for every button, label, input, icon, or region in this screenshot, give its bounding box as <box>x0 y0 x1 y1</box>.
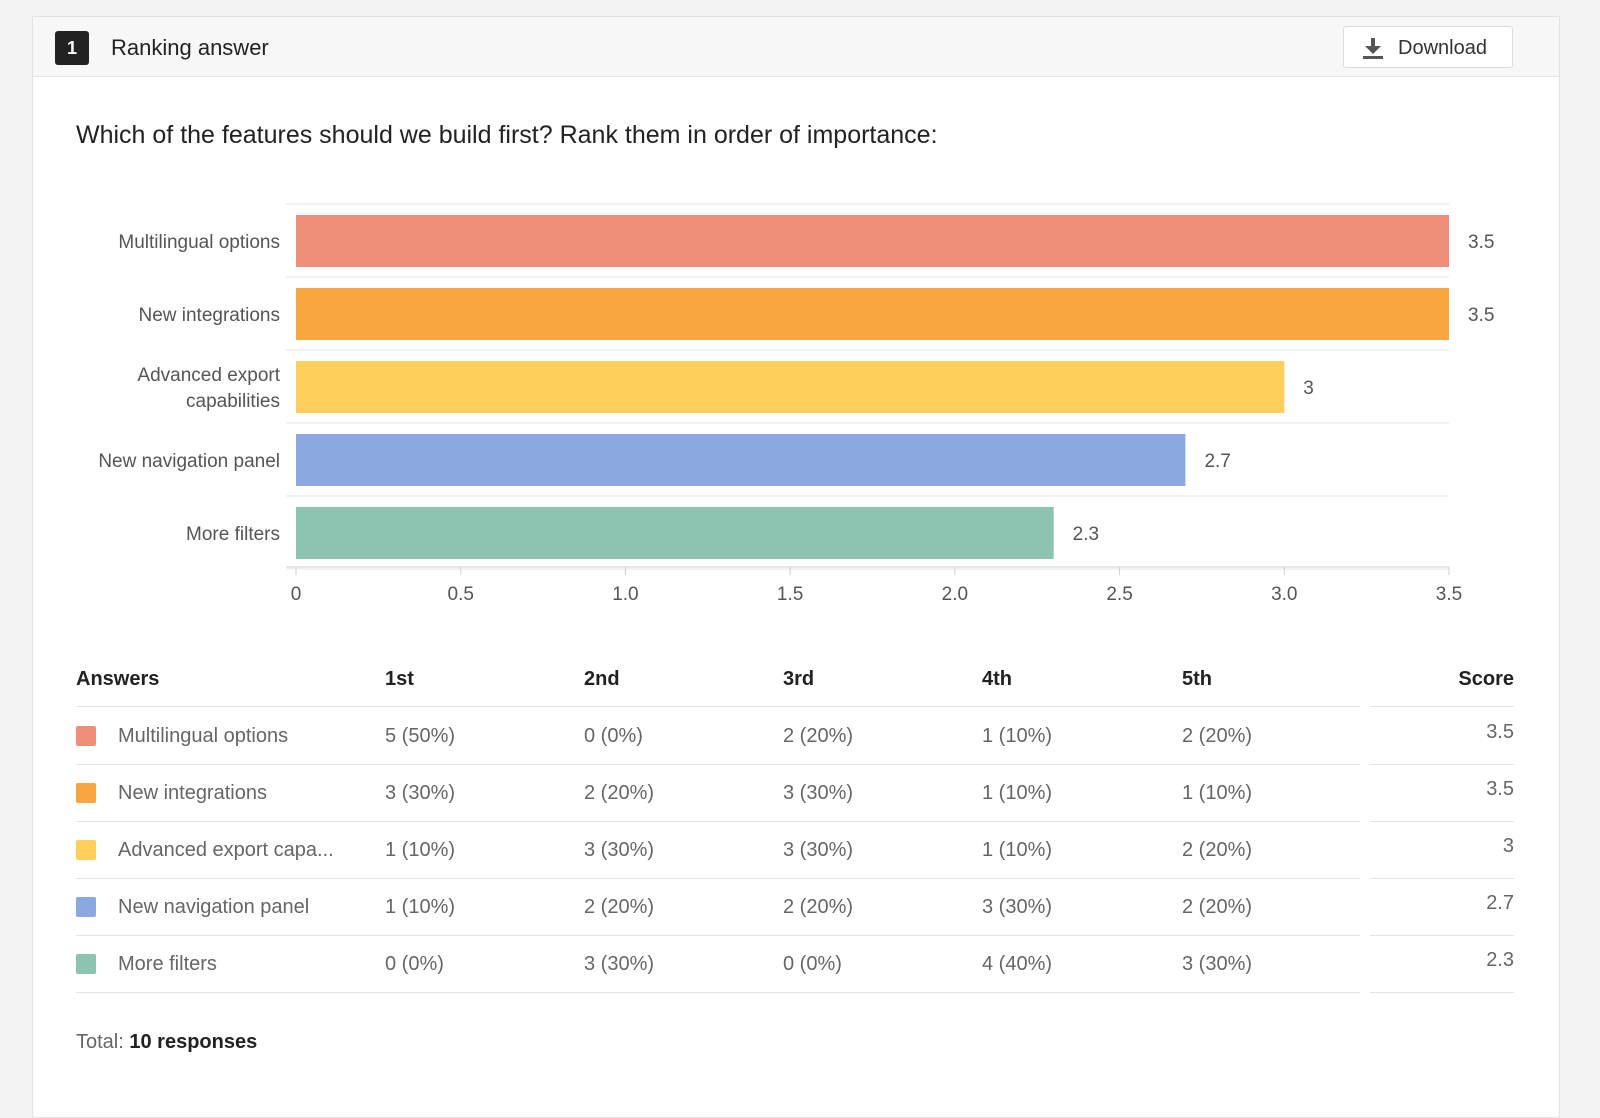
total-responses: Total: 10 responses <box>76 1030 257 1054</box>
bar-value-label: 3 <box>1303 378 1314 399</box>
row-rank-cell: 1 (10%) <box>385 896 456 918</box>
question-type-title: Ranking answer <box>111 35 269 60</box>
x-tick-label: 0 <box>291 584 302 605</box>
row-score: 3.5 <box>1486 721 1514 743</box>
row-rank-cell: 0 (0%) <box>783 953 842 975</box>
row-answer-label: Advanced export capa... <box>118 839 334 861</box>
table-divider <box>1370 878 1514 879</box>
row-rank-cell: 3 (30%) <box>1182 953 1253 975</box>
row-rank-cell: 1 (10%) <box>982 725 1053 747</box>
row-rank-cell: 2 (20%) <box>1182 839 1253 861</box>
bar-value-label: 3.5 <box>1468 232 1494 253</box>
table-header-3rd: 3rd <box>783 668 815 690</box>
row-rank-cell: 0 (0%) <box>584 725 643 747</box>
table-header-answers: Answers <box>76 668 160 690</box>
download-label: Download <box>1398 37 1487 59</box>
row-rank-cell: 2 (20%) <box>1182 725 1253 747</box>
table-divider <box>1370 821 1514 822</box>
x-tick-label: 3.5 <box>1436 584 1462 605</box>
table-divider <box>1370 706 1514 707</box>
row-rank-cell: 1 (10%) <box>982 782 1053 804</box>
bar <box>296 288 1449 340</box>
row-rank-cell: 3 (30%) <box>783 782 854 804</box>
table-divider <box>1370 935 1514 936</box>
row-color-swatch <box>76 840 96 860</box>
table-header-score: Score <box>1458 668 1514 690</box>
row-rank-cell: 3 (30%) <box>783 839 854 861</box>
category-label: New integrations <box>138 305 280 326</box>
download-icon <box>1363 38 1383 59</box>
x-tick-label: 0.5 <box>448 584 474 605</box>
row-rank-cell: 2 (20%) <box>584 782 655 804</box>
bar <box>296 361 1285 413</box>
category-label: Multilingual options <box>118 232 280 253</box>
ranking-bar-chart: 0 0.5 1.0 1.5 2.0 2.5 3.0 3.5 3.5 Multilingual op… <box>98 203 1494 605</box>
bar <box>296 434 1186 486</box>
row-rank-cell: 3 (30%) <box>385 782 456 804</box>
row-rank-cell: 4 (40%) <box>982 953 1053 975</box>
table-header-4th: 4th <box>982 668 1012 690</box>
row-rank-cell: 2 (20%) <box>783 896 854 918</box>
table-divider <box>76 878 1360 879</box>
table-divider <box>76 935 1360 936</box>
card-header: 1 Ranking answer Download <box>33 17 1559 77</box>
row-color-swatch <box>76 726 96 746</box>
category-label: Advanced export capabilities <box>137 365 280 412</box>
row-rank-cell: 1 (10%) <box>982 839 1053 861</box>
x-tick-label: 2.5 <box>1106 584 1132 605</box>
table-divider <box>1370 764 1514 765</box>
table-header-1st: 1st <box>385 668 414 690</box>
row-answer-label: Multilingual options <box>118 725 289 747</box>
row-rank-cell: 2 (20%) <box>783 725 854 747</box>
row-answer-label: New integrations <box>118 782 267 804</box>
row-rank-cell: 3 (30%) <box>584 839 655 861</box>
row-color-swatch <box>76 954 96 974</box>
bar-value-label: 2.3 <box>1073 524 1099 545</box>
row-rank-cell: 3 (30%) <box>982 896 1053 918</box>
row-answer-label: New navigation panel <box>118 896 310 918</box>
bar-value-label: 3.5 <box>1468 305 1494 326</box>
row-rank-cell: 1 (10%) <box>385 839 456 861</box>
row-score: 2.3 <box>1486 949 1514 971</box>
x-tick-label: 1.0 <box>612 584 638 605</box>
x-tick-label: 2.0 <box>942 584 968 605</box>
category-label: New navigation panel <box>98 451 280 472</box>
row-answer-label: More filters <box>118 953 217 975</box>
row-color-swatch <box>76 897 96 917</box>
table-header-5th: 5th <box>1182 668 1212 690</box>
row-rank-cell: 2 (20%) <box>1182 896 1253 918</box>
download-button[interactable]: Download <box>1343 26 1513 68</box>
row-rank-cell: 3 (30%) <box>584 953 655 975</box>
question-number-badge: 1 <box>55 31 89 65</box>
bar <box>296 215 1449 267</box>
row-score: 2.7 <box>1486 892 1514 914</box>
question-text: Which of the features should we build fi… <box>76 121 938 149</box>
row-rank-cell: 0 (0%) <box>385 953 444 975</box>
x-tick-label: 3.0 <box>1271 584 1297 605</box>
row-score: 3.5 <box>1486 778 1514 800</box>
table-divider <box>1370 992 1514 993</box>
row-score: 3 <box>1502 835 1514 857</box>
total-value: 10 responses <box>129 1031 258 1053</box>
table-header-2nd: 2nd <box>584 668 620 690</box>
row-rank-cell: 2 (20%) <box>584 896 655 918</box>
table-divider <box>76 821 1360 822</box>
row-rank-cell: 5 (50%) <box>385 725 456 747</box>
table-divider <box>76 764 1360 765</box>
bar <box>296 507 1054 559</box>
x-tick-label: 1.5 <box>777 584 803 605</box>
table-divider <box>76 706 1360 707</box>
row-rank-cell: 1 (10%) <box>1182 782 1253 804</box>
table-divider <box>76 992 1360 993</box>
category-label: More filters <box>186 524 280 545</box>
bar-value-label: 2.7 <box>1204 451 1230 472</box>
row-color-swatch <box>76 783 96 803</box>
total-label: Total: <box>76 1031 124 1053</box>
